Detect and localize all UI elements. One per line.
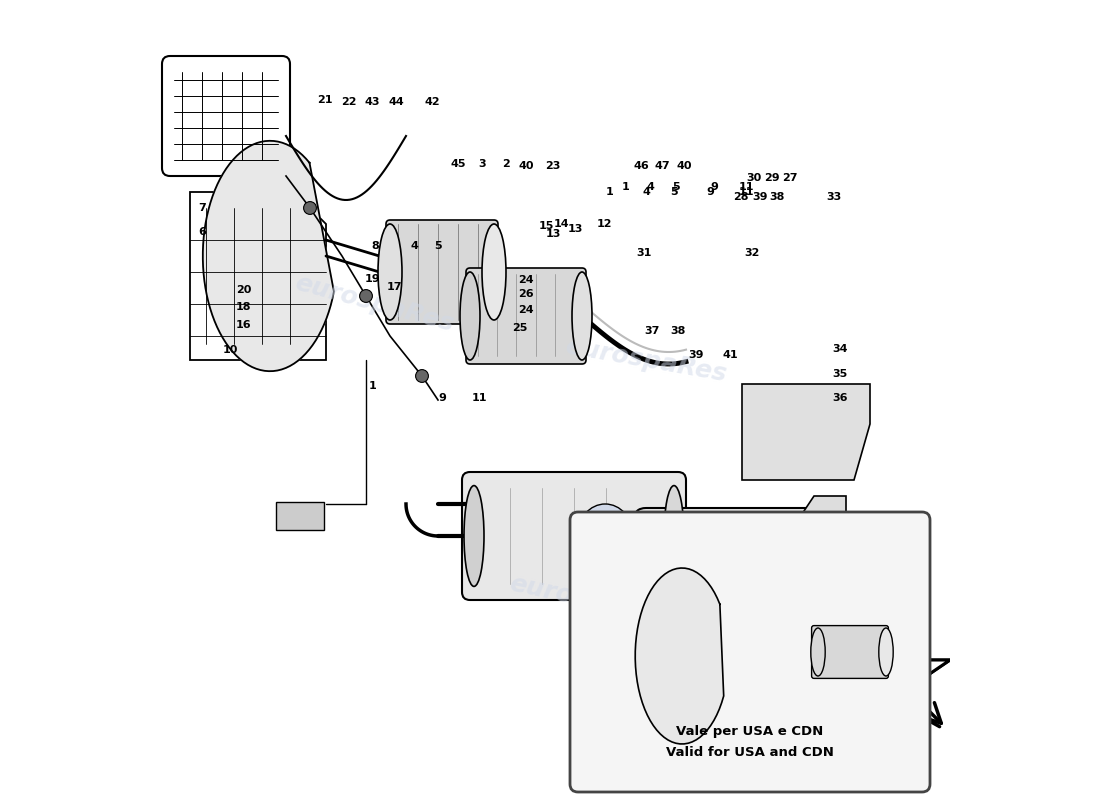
Text: 31: 31	[637, 248, 652, 258]
Text: 26: 26	[518, 290, 534, 299]
FancyBboxPatch shape	[466, 268, 586, 364]
Text: 7: 7	[198, 203, 206, 213]
Text: 5: 5	[672, 182, 680, 192]
Text: 45: 45	[450, 159, 465, 169]
Text: 11: 11	[738, 187, 754, 197]
Text: 12: 12	[596, 219, 612, 229]
Text: 9: 9	[439, 393, 447, 402]
Text: 16: 16	[235, 320, 252, 330]
Text: 40: 40	[518, 161, 534, 170]
Text: eurospaRes: eurospaRes	[563, 334, 728, 386]
Text: 40: 40	[676, 161, 692, 170]
Text: Valid for USA and CDN: Valid for USA and CDN	[667, 746, 834, 758]
Text: 9: 9	[711, 182, 718, 192]
Text: 13: 13	[546, 230, 561, 239]
Text: 1: 1	[606, 187, 614, 197]
Text: 38: 38	[670, 326, 685, 336]
Text: 4: 4	[410, 242, 418, 251]
Ellipse shape	[378, 224, 402, 320]
Text: 5: 5	[434, 242, 442, 251]
Text: 14: 14	[553, 219, 569, 229]
Text: 36: 36	[832, 394, 847, 403]
Text: 23: 23	[544, 161, 560, 170]
Text: 43: 43	[365, 98, 381, 107]
Text: Vale per USA e CDN: Vale per USA e CDN	[676, 726, 824, 738]
Polygon shape	[798, 496, 846, 616]
Text: 1: 1	[368, 381, 376, 390]
Text: 8: 8	[372, 242, 379, 251]
Text: 47: 47	[654, 161, 670, 170]
Text: eurospaRes: eurospaRes	[292, 271, 456, 337]
Ellipse shape	[792, 528, 812, 624]
Ellipse shape	[664, 486, 684, 586]
Ellipse shape	[640, 528, 660, 624]
Text: 9: 9	[706, 187, 714, 197]
Text: 5: 5	[670, 187, 678, 197]
Ellipse shape	[460, 272, 480, 360]
Text: 27: 27	[782, 173, 797, 182]
Text: 3: 3	[478, 159, 486, 169]
Text: 4: 4	[642, 187, 650, 197]
Ellipse shape	[572, 272, 592, 360]
Text: 46: 46	[634, 161, 649, 170]
Text: 42: 42	[425, 98, 440, 107]
Text: eurospaRes: eurospaRes	[507, 571, 672, 629]
Text: 1: 1	[621, 182, 629, 192]
Text: 13: 13	[568, 224, 583, 234]
Text: 32: 32	[744, 248, 759, 258]
Text: 38: 38	[770, 192, 785, 202]
Text: 39: 39	[752, 192, 768, 202]
Text: 25: 25	[512, 323, 527, 333]
Text: 11: 11	[472, 393, 487, 402]
FancyBboxPatch shape	[276, 502, 323, 530]
Text: 24: 24	[518, 275, 534, 285]
FancyBboxPatch shape	[386, 220, 498, 324]
FancyBboxPatch shape	[570, 512, 930, 792]
Polygon shape	[202, 141, 334, 371]
Polygon shape	[742, 384, 870, 480]
Text: 15: 15	[539, 221, 554, 230]
Text: 41: 41	[723, 350, 738, 360]
Ellipse shape	[811, 628, 825, 676]
Text: 28: 28	[733, 192, 748, 202]
Ellipse shape	[578, 504, 634, 568]
Circle shape	[304, 202, 317, 214]
Text: 19: 19	[364, 274, 381, 284]
Text: 24: 24	[518, 306, 534, 315]
Text: 11: 11	[739, 182, 755, 192]
Text: 35: 35	[832, 369, 847, 378]
FancyBboxPatch shape	[462, 472, 686, 600]
Circle shape	[360, 290, 373, 302]
Text: 22: 22	[341, 98, 356, 107]
Text: 20: 20	[235, 285, 251, 294]
Ellipse shape	[482, 224, 506, 320]
Ellipse shape	[464, 486, 484, 586]
Text: 17: 17	[386, 282, 402, 292]
Text: 4: 4	[647, 182, 654, 192]
Text: 39: 39	[688, 350, 703, 360]
Ellipse shape	[879, 628, 893, 676]
Text: 33: 33	[826, 192, 842, 202]
Text: 30: 30	[747, 173, 761, 182]
Text: 44: 44	[388, 98, 405, 107]
FancyBboxPatch shape	[634, 508, 818, 644]
Text: 37: 37	[644, 326, 659, 336]
Text: 18: 18	[235, 302, 251, 312]
Text: 10: 10	[222, 346, 238, 355]
Circle shape	[416, 370, 428, 382]
Text: 29: 29	[764, 173, 780, 182]
Polygon shape	[635, 568, 724, 744]
Text: 21: 21	[317, 95, 332, 105]
Text: 6: 6	[198, 227, 206, 237]
Text: 34: 34	[832, 344, 847, 354]
Text: 2: 2	[502, 159, 510, 169]
FancyBboxPatch shape	[812, 626, 889, 678]
Polygon shape	[850, 628, 950, 728]
